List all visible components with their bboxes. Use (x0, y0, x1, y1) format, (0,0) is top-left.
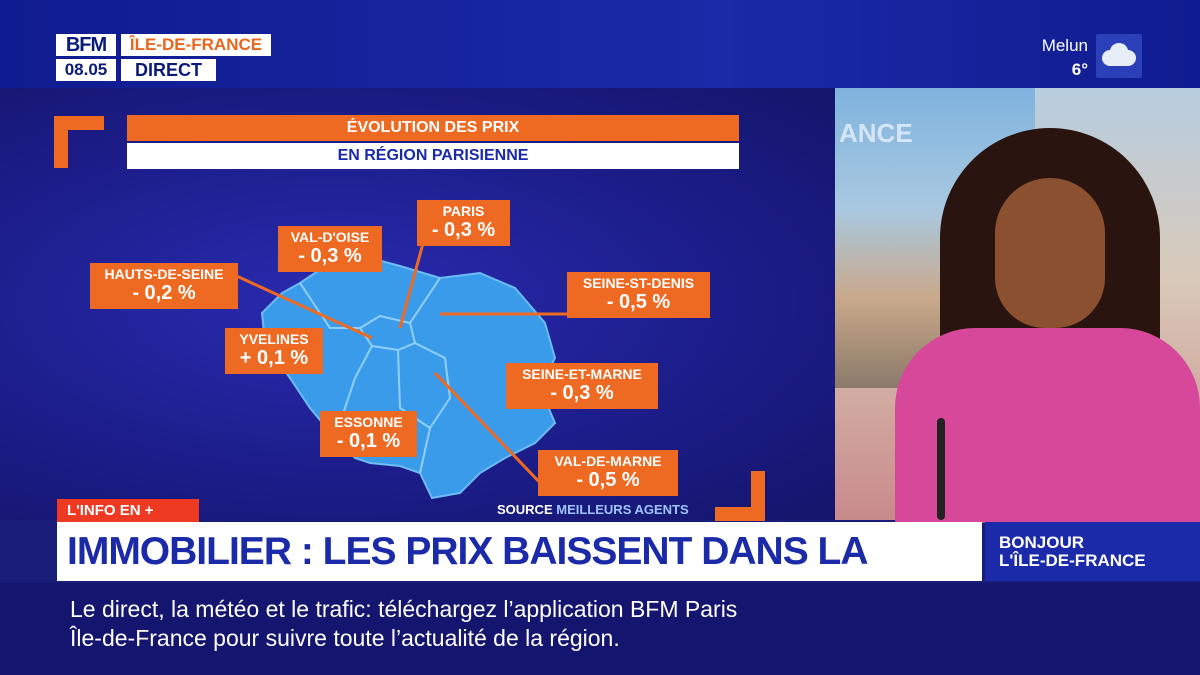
presenter-face (995, 178, 1105, 328)
top-bar: BFM ÎLE-DE-FRANCE 08.05 DIRECT Melun 6° (0, 0, 1200, 88)
leader-val-de-marne (433, 371, 547, 490)
graphic-subtitle: EN RÉGION PARISIENNE (127, 143, 739, 169)
headline: IMMOBILIER : LES PRIX BAISSENT DANS LA R… (57, 522, 982, 632)
show-name-line2: L'ÎLE-DE-FRANCE (999, 551, 1146, 570)
info-tag: L'INFO EN + (57, 499, 199, 522)
channel-region: ÎLE-DE-FRANCE (121, 34, 271, 56)
news-ticker: Le direct, la météo et le trafic: téléch… (0, 583, 1200, 675)
microphone-icon (937, 418, 945, 520)
leader-hauts-de-seine (229, 271, 373, 340)
show-name-line1: BONJOUR (999, 533, 1085, 552)
region-label-val-d-oise: VAL-D'OISE - 0,3 % (278, 226, 382, 272)
live-badge: DIRECT (121, 59, 216, 81)
graphic-title: ÉVOLUTION DES PRIX (127, 115, 739, 141)
region-label-seine-et-marne: SEINE-ET-MARNE - 0,3 % (506, 363, 658, 409)
region-label-yvelines: YVELINES + 0,1 % (225, 328, 323, 374)
studio-camera-view: ANCE (835, 88, 1200, 523)
channel-logo: BFM (56, 34, 116, 56)
weather-temperature: 6° (1071, 60, 1088, 79)
studio-screen-text: ANCE (839, 118, 913, 148)
region-label-hauts-de-seine: HAUTS-DE-SEINE - 0,2 % (90, 263, 238, 309)
clock-time: 08.05 (56, 59, 116, 81)
ticker-line-2: Île-de-France pour suivre toute l’actual… (70, 625, 620, 651)
show-name: BONJOUR L'ÎLE-DE-FRANCE (985, 522, 1200, 581)
region-label-val-de-marne: VAL-DE-MARNE - 0,5 % (538, 450, 678, 496)
region-label-seine-st-denis: SEINE-ST-DENIS - 0,5 % (567, 272, 710, 318)
weather-city: Melun (1041, 36, 1088, 55)
region-label-essonne: ESSONNE - 0,1 % (320, 411, 417, 457)
ticker-line-1: Le direct, la météo et le trafic: téléch… (70, 596, 738, 622)
presenter-body (895, 328, 1200, 523)
leader-paris (398, 235, 427, 329)
cloud-icon (1096, 34, 1142, 78)
region-label-paris: PARIS - 0,3 % (417, 200, 510, 246)
source-credit: SOURCE MEILLEURS AGENTS (497, 502, 689, 517)
